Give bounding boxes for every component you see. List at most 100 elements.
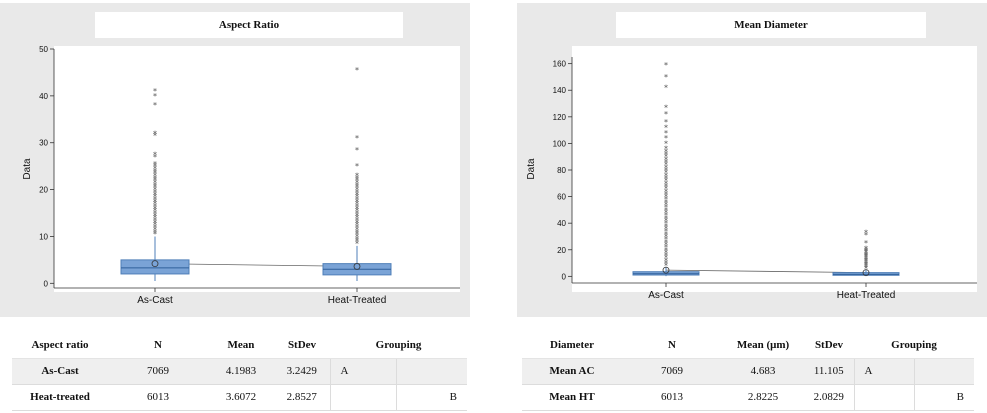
outlier-point: * <box>355 225 359 234</box>
outlier-point: * <box>664 163 668 172</box>
outlier-point: * <box>153 202 157 211</box>
outlier-point: * <box>664 174 668 183</box>
outlier-point: * <box>664 73 668 82</box>
x-tick-label: Heat-Treated <box>328 295 387 306</box>
outlier-point: * <box>153 195 157 204</box>
outlier-point: * <box>664 209 668 218</box>
outlier-point: * <box>664 262 668 271</box>
outlier-point: * <box>864 244 868 253</box>
outlier-point: * <box>153 165 157 174</box>
table-row: As-Cast 7069 4.1983 3.2429 A <box>12 358 467 385</box>
outlier-point: * <box>355 190 359 199</box>
outlier-point: * <box>153 197 157 206</box>
outlier-point: * <box>864 255 868 264</box>
table-row: Mean AC 7069 4.683 11.105 A <box>522 358 974 385</box>
y-tick-label: 140 <box>553 86 567 95</box>
diameter-stats-table: Diameter N Mean (μm) StDev Grouping Mean… <box>522 332 974 411</box>
outlier-point: * <box>664 198 668 207</box>
outlier-point: * <box>153 162 157 171</box>
outlier-point: * <box>355 183 359 192</box>
outlier-point: * <box>664 187 668 196</box>
outlier-point: * <box>664 129 668 138</box>
outlier-point: * <box>355 193 359 202</box>
table-row: Mean HT 6013 2.8225 2.0829 B <box>522 384 974 411</box>
outlier-point: * <box>153 87 157 96</box>
y-tick-label: 20 <box>39 186 48 195</box>
outlier-point: * <box>355 232 359 241</box>
outlier-point: * <box>355 195 359 204</box>
outlier-point: * <box>864 247 868 256</box>
y-tick-label: 40 <box>39 92 48 101</box>
header-cell: StDev <box>804 332 854 359</box>
outlier-point: * <box>355 228 359 237</box>
grouping-a-cell: A <box>853 358 914 385</box>
outlier-point: * <box>153 193 157 202</box>
y-tick-label: 0 <box>44 279 49 288</box>
grouping-b-cell: B <box>913 384 974 411</box>
outlier-point: * <box>664 158 668 167</box>
outlier-point: * <box>153 179 157 188</box>
outlier-point: * <box>664 150 668 159</box>
outlier-point: * <box>355 197 359 206</box>
outlier-point: * <box>355 235 359 244</box>
header-cell: Mean (μm) <box>722 332 804 359</box>
outlier-point: * <box>664 153 668 162</box>
outlier-point: * <box>864 264 868 273</box>
outlier-point: * <box>153 150 157 159</box>
outlier-point: * <box>664 254 668 263</box>
y-tick-label: 60 <box>557 193 566 202</box>
outlier-point: * <box>153 207 157 216</box>
table-row: Heat-treated 6013 3.6072 2.8527 B <box>12 384 467 411</box>
outlier-point: * <box>664 211 668 220</box>
plot-area <box>572 46 977 292</box>
outlier-point: * <box>664 219 668 228</box>
table-header-row: Aspect ratio N Mean StDev Grouping <box>12 332 467 359</box>
outlier-point: * <box>153 167 157 176</box>
outlier-point: * <box>664 147 668 156</box>
outlier-point: * <box>664 224 668 233</box>
grouping-b-cell <box>913 358 974 385</box>
outlier-point: * <box>153 132 157 141</box>
outlier-point: * <box>355 146 359 155</box>
chart-title: Aspect Ratio <box>95 12 403 38</box>
outlier-point: * <box>355 202 359 211</box>
outlier-point: * <box>153 200 157 209</box>
outlier-point: * <box>664 61 668 70</box>
outlier-point: * <box>355 230 359 239</box>
row-label: As-Cast <box>12 358 108 385</box>
mean-marker <box>662 266 670 274</box>
outlier-point: * <box>864 260 868 269</box>
outlier-point: * <box>153 225 157 234</box>
outlier-point: * <box>664 240 668 249</box>
outlier-point: * <box>153 129 157 138</box>
header-cell: N <box>622 332 722 359</box>
n-cell: 7069 <box>108 358 208 385</box>
mean-cell: 3.6072 <box>208 384 274 411</box>
outlier-point: * <box>664 161 668 170</box>
aspect-ratio-chart: Data 01020304050As-Cast*****************… <box>22 45 460 306</box>
outlier-point: * <box>355 176 359 185</box>
outlier-point: * <box>153 101 157 110</box>
y-tick-label: 10 <box>39 232 48 241</box>
row-label: Mean HT <box>522 384 622 411</box>
y-axis-label: Data <box>526 158 537 180</box>
outlier-point: * <box>355 172 359 181</box>
grouping-b-cell: B <box>395 384 467 411</box>
grouping-b-cell <box>395 358 467 385</box>
outlier-point: * <box>664 259 668 268</box>
outlier-point: * <box>864 231 868 240</box>
outlier-point: * <box>355 162 359 171</box>
outlier-point: * <box>864 254 868 263</box>
stdev-cell: 2.8527 <box>274 384 330 411</box>
outlier-point: * <box>153 223 157 232</box>
header-cell: N <box>108 332 208 359</box>
outlier-point: * <box>153 214 157 223</box>
plot-area <box>54 46 460 292</box>
outlier-point: * <box>153 169 157 178</box>
aspect-ratio-chart-panel: Aspect Ratio Data 0 10 20 30 40 50 As-Cast * * * *… <box>0 3 470 317</box>
header-cell: Grouping <box>330 332 467 359</box>
mean-diameter-chart-panel: Mean Diameter Data 0 20 40 60 80 100 120 140 160… <box>517 3 987 317</box>
y-tick-label: 0 <box>562 272 567 281</box>
outlier-point: * <box>153 186 157 195</box>
outlier-point: * <box>664 166 668 175</box>
